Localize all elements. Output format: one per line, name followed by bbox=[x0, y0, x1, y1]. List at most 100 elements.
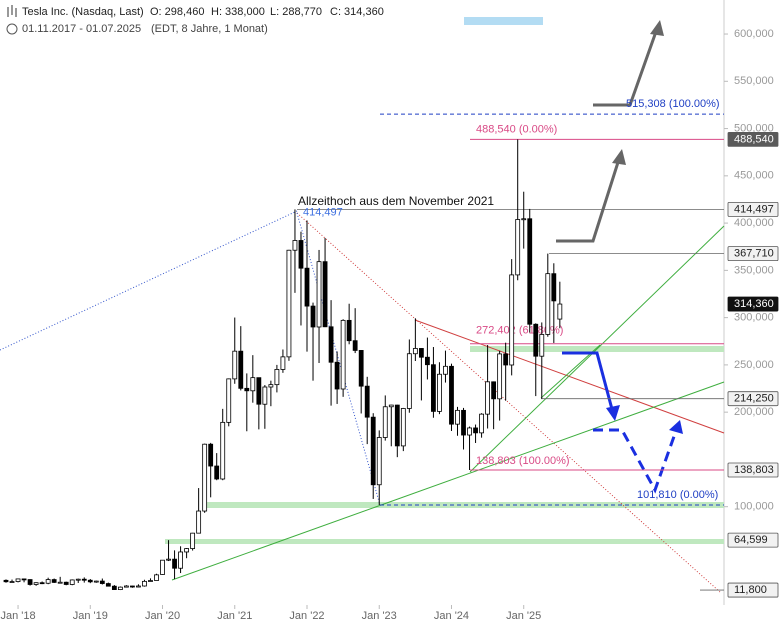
candle-body bbox=[382, 406, 388, 438]
candle-body bbox=[503, 353, 509, 366]
trend-line bbox=[296, 212, 721, 593]
candle-body bbox=[111, 585, 117, 590]
candle-body bbox=[27, 579, 33, 585]
candle-body bbox=[286, 249, 292, 358]
arrow bbox=[593, 427, 679, 494]
candle-body bbox=[172, 558, 177, 569]
candle-body bbox=[467, 427, 472, 436]
highlight bbox=[464, 17, 543, 25]
candle-body bbox=[3, 579, 9, 583]
x-tick-label: Jan '21 bbox=[217, 610, 252, 622]
price-label: 367,710 bbox=[734, 248, 774, 260]
candle-body bbox=[117, 586, 123, 590]
close: C: 314,360 bbox=[330, 6, 384, 18]
y-tick-label: 300,000 bbox=[734, 312, 774, 324]
candle-body bbox=[292, 240, 298, 251]
candle-body bbox=[93, 580, 99, 583]
candle-body bbox=[196, 510, 202, 534]
candle-body bbox=[75, 578, 81, 581]
candle-body bbox=[250, 377, 256, 392]
instrument: Tesla Inc. (Nasdaq, Last) bbox=[22, 6, 144, 18]
candle-body bbox=[280, 356, 286, 370]
candle-body bbox=[238, 350, 244, 389]
arrow-head bbox=[650, 20, 664, 36]
arrow-head bbox=[669, 420, 683, 434]
candle-body bbox=[154, 574, 159, 581]
candle-body bbox=[491, 381, 497, 400]
arrow bbox=[556, 155, 622, 243]
candle-body bbox=[358, 350, 364, 387]
candle-body bbox=[509, 274, 515, 366]
candle-body bbox=[99, 580, 105, 584]
price-box bbox=[727, 296, 779, 312]
candle-body bbox=[202, 443, 208, 512]
candle-body bbox=[352, 340, 358, 351]
candle-body bbox=[190, 532, 196, 549]
candle-body bbox=[136, 585, 141, 588]
candle-body bbox=[166, 558, 171, 561]
trend-line bbox=[171, 381, 725, 581]
candle-body bbox=[124, 585, 129, 588]
candle-body bbox=[160, 559, 165, 575]
candle-body bbox=[334, 361, 340, 390]
low: L: 288,770 bbox=[270, 6, 322, 18]
candle-body bbox=[39, 582, 45, 585]
candle-body bbox=[388, 404, 394, 408]
candle-body bbox=[142, 580, 147, 587]
price-box bbox=[727, 391, 779, 407]
candle-body bbox=[232, 350, 238, 380]
y-tick-label: 100,000 bbox=[734, 501, 774, 513]
candle-body bbox=[57, 581, 63, 584]
candle-body bbox=[244, 387, 250, 392]
candle-body bbox=[15, 578, 21, 582]
price-label: 488,540 bbox=[734, 133, 774, 145]
candle-body bbox=[515, 219, 521, 276]
candle-body bbox=[557, 303, 563, 320]
candle-body bbox=[9, 581, 15, 583]
candle-body bbox=[424, 356, 430, 366]
candle-body bbox=[226, 378, 232, 423]
candle-body bbox=[33, 582, 39, 585]
price-box bbox=[727, 462, 779, 478]
candle-body bbox=[220, 421, 226, 480]
clock-icon bbox=[6, 23, 18, 35]
header-icon bbox=[7, 5, 17, 17]
candle-body bbox=[406, 353, 412, 409]
candle-body bbox=[437, 373, 442, 412]
candle-body bbox=[148, 580, 153, 582]
support-zone bbox=[165, 539, 724, 544]
arrow bbox=[562, 351, 615, 414]
fib-label: 488,540 (0.00%) bbox=[476, 123, 557, 135]
y-tick-label: 500,000 bbox=[734, 122, 774, 134]
price-box bbox=[727, 532, 779, 548]
x-tick-label: Jan '19 bbox=[73, 610, 108, 622]
candle-body bbox=[443, 365, 448, 375]
candle-body bbox=[63, 581, 69, 585]
candle-body bbox=[105, 583, 111, 587]
candle-body bbox=[69, 579, 75, 585]
trend-line bbox=[296, 212, 381, 506]
candle-body bbox=[545, 273, 551, 335]
price-box bbox=[727, 131, 779, 147]
y-tick-label: 600,000 bbox=[734, 28, 774, 40]
date-range: 01.11.2017 - 01.07.2025 bbox=[22, 23, 141, 35]
candle-body bbox=[256, 377, 262, 405]
candle-body bbox=[449, 365, 454, 425]
candle-body bbox=[533, 323, 539, 357]
price-box bbox=[727, 201, 779, 217]
candle-body bbox=[346, 319, 352, 342]
candle-body bbox=[310, 305, 316, 328]
candle-body bbox=[527, 218, 533, 325]
candle-body bbox=[322, 261, 328, 328]
trend-line bbox=[469, 225, 725, 473]
price-label: 314,360 bbox=[734, 298, 774, 310]
candle-body bbox=[87, 579, 93, 583]
candle-body bbox=[485, 381, 491, 415]
candle-body bbox=[51, 579, 57, 583]
arrow-head bbox=[612, 149, 626, 165]
candle-body bbox=[340, 319, 346, 390]
candle-body bbox=[479, 413, 484, 434]
fib-label: 138,803 (100.00%) bbox=[476, 455, 570, 467]
candle-body bbox=[178, 551, 183, 569]
candle-body bbox=[497, 353, 503, 400]
